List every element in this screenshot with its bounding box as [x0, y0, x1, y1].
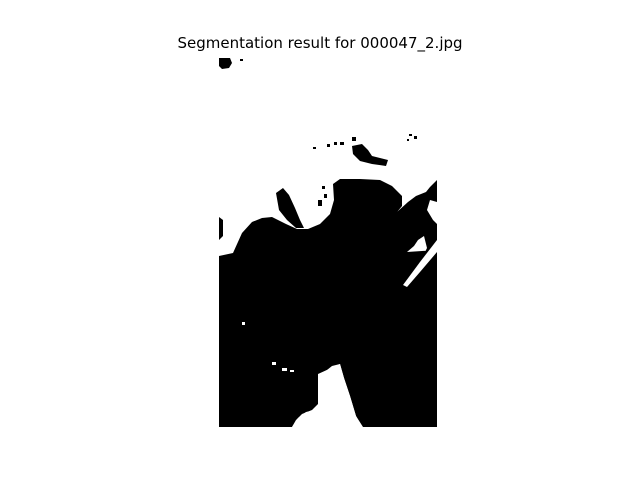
mask-blob [219, 58, 232, 69]
mask-speck [334, 142, 337, 145]
mask-speck [407, 139, 409, 141]
mask-speck [240, 59, 243, 61]
figure-title: Segmentation result for 000047_2.jpg [177, 34, 463, 52]
mask-speck [409, 134, 412, 136]
mask-speck [327, 144, 330, 147]
mask-speck [322, 186, 325, 189]
mask-blob [352, 144, 388, 166]
mask-blob [219, 217, 223, 240]
mask-white-speck [242, 322, 245, 325]
mask-white-stripe [403, 240, 437, 287]
mask-white-speck [272, 362, 276, 365]
mask-speck [414, 136, 417, 139]
mask-white-notch [292, 410, 318, 427]
mask-white-speck [282, 368, 287, 371]
mask-speck [313, 147, 316, 149]
mask-speck [324, 194, 327, 198]
mask-speck [318, 200, 322, 206]
mask-speck [352, 137, 356, 141]
mask-blob [276, 188, 304, 228]
mask-white-patch [318, 364, 362, 427]
mask-speck [340, 142, 344, 145]
mask-white-speck [290, 370, 294, 372]
